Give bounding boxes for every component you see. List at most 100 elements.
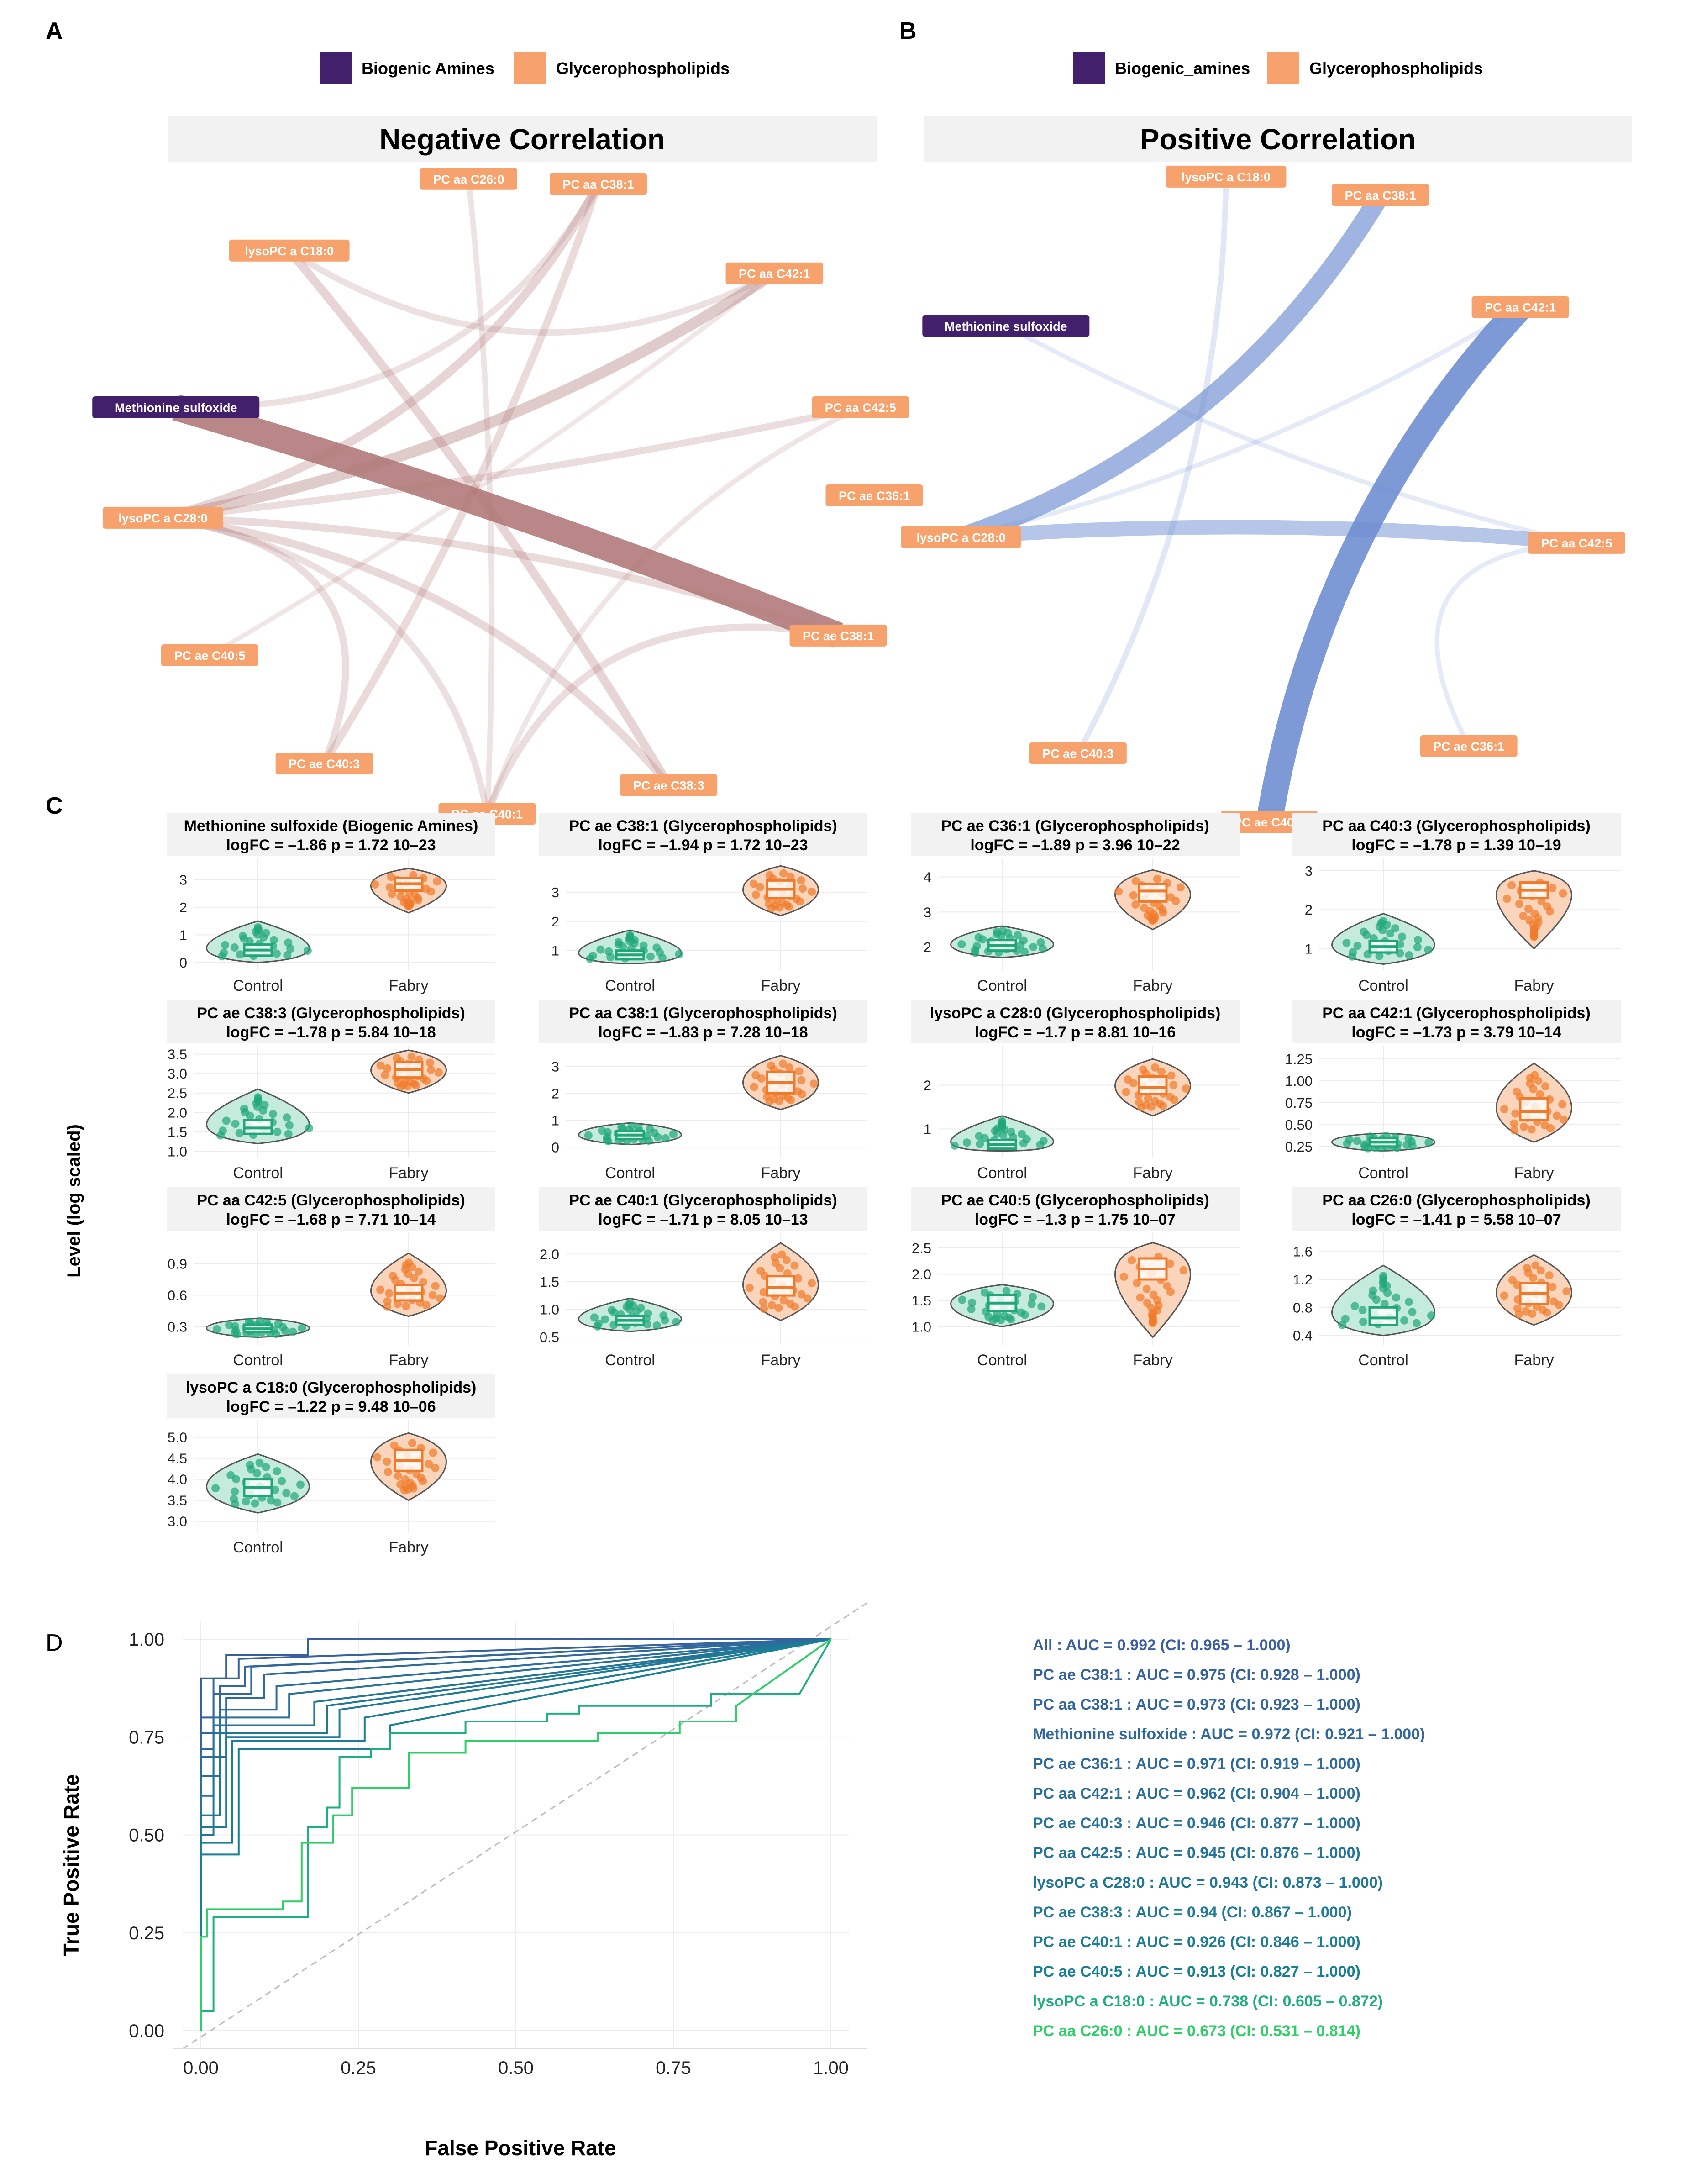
- violin-xtick-fabry: Fabry: [389, 1352, 429, 1369]
- violin-point-fabry: [434, 1068, 443, 1077]
- violin-point-control: [1037, 1302, 1046, 1311]
- boxplot-control: [1368, 1306, 1398, 1326]
- violin-point-fabry: [1548, 1283, 1557, 1291]
- violin-point-fabry: [1527, 1125, 1536, 1134]
- violin-point-control: [238, 931, 247, 940]
- roc-curve-methionine-sulfoxide: [200, 1638, 831, 2031]
- violin-point-control: [240, 1105, 248, 1113]
- violin-point-fabry: [778, 898, 787, 907]
- violin-point-fabry: [376, 1061, 385, 1070]
- violin-ytick: 1.00: [1285, 1073, 1313, 1089]
- a-edge-lysopc-a-c28-0-to-pc-ae-c38-1: [163, 514, 840, 639]
- violin-point-control: [236, 950, 244, 959]
- violin-ytick: 1: [551, 1112, 559, 1128]
- violin-point-control: [252, 1469, 261, 1478]
- roc-ytick: 0.25: [129, 1923, 164, 1943]
- violin-point-control: [298, 1324, 306, 1332]
- violin-point-fabry: [1549, 1297, 1558, 1306]
- violin-ytick: 1.6: [1293, 1244, 1313, 1260]
- violin-point-fabry: [383, 1064, 392, 1073]
- violin-point-fabry: [1530, 1071, 1539, 1079]
- violin-point-control: [1427, 1311, 1435, 1320]
- panel-b-title-bg: [924, 116, 1632, 162]
- b-node-pc-ae-c40-3: PC ae C40:3: [1029, 742, 1127, 764]
- panel-c-ylabel: Level (log scaled): [64, 1124, 84, 1278]
- a-node-label: lysoPC a C18:0: [245, 244, 334, 258]
- violin-point-fabry: [1149, 1290, 1158, 1299]
- violin-point-fabry: [765, 871, 774, 879]
- violin-point-fabry: [1166, 1259, 1175, 1268]
- violin-point-fabry: [759, 1298, 767, 1306]
- violin-point-fabry: [401, 1475, 410, 1484]
- violin-point-control: [590, 1313, 599, 1322]
- legend-a-swatch-1: [320, 52, 352, 84]
- violin-point-fabry: [1519, 1122, 1528, 1131]
- violin-plot-pc-ae-c40-5-glycerophospholipids: PC ae C40:5 (Glycerophospholipids) logFC …: [911, 1187, 1240, 1369]
- b-node-pc-aa-c42-5: PC aa C42:5: [1528, 532, 1625, 554]
- violin-point-fabry: [1151, 1097, 1160, 1105]
- violin-point-fabry: [1114, 887, 1123, 896]
- violin-point-control: [1017, 1308, 1025, 1317]
- legend-b-swatch-1: [1073, 52, 1105, 84]
- violin-point-control: [1360, 927, 1368, 936]
- violin-point-control: [646, 1125, 654, 1134]
- violin-ytick: 3.0: [168, 1514, 187, 1530]
- violin-point-fabry: [756, 883, 764, 891]
- violin-ytick: 2.5: [168, 1085, 187, 1101]
- panel-a-title: Negative Correlation: [379, 123, 665, 156]
- panel-d-letter: D: [46, 1630, 63, 1656]
- violin-point-control: [659, 1311, 668, 1320]
- violin-point-fabry: [782, 1256, 791, 1264]
- violin-point-control: [284, 938, 293, 947]
- violin-point-control: [617, 1123, 626, 1131]
- violin-point-fabry: [381, 1071, 389, 1079]
- roc-legend-item-7: PC aa C42:5 : AUC = 0.945 (CI: 0.876 – 1…: [1033, 1844, 1360, 1862]
- violin-point-control: [1392, 1293, 1401, 1302]
- violin-point-control: [211, 1484, 220, 1493]
- violin-point-fabry: [1548, 884, 1557, 892]
- boxplot-fabry: [766, 1275, 796, 1297]
- a-node-label: lysoPC a C28:0: [118, 511, 207, 525]
- violin-point-fabry: [750, 1083, 758, 1091]
- violin-ytick: 1.0: [168, 1143, 187, 1159]
- violin-ytick: 5.0: [168, 1430, 187, 1446]
- roc-diagonal: [182, 1602, 868, 2050]
- violin-point-control: [1380, 1300, 1389, 1308]
- violin-point-control: [231, 1120, 240, 1128]
- violin-point-control: [1400, 1316, 1408, 1325]
- violin-point-fabry: [433, 877, 441, 886]
- legend-a-label-2: Glycerophospholipids: [556, 59, 730, 78]
- network-a-nodes: Methionine sulfoxide PC aa C26:0 PC aa C38…: [92, 168, 923, 825]
- roc-curve-lysopc-a-c18-0: [200, 1639, 832, 2031]
- violin-xtick-control: Control: [605, 977, 655, 995]
- violin-point-control: [1413, 936, 1422, 944]
- b-node-lysopc-a-c18-0: lysoPC a C18:0: [1166, 165, 1287, 188]
- violin-title: PC ae C40:5 (Glycerophospholipids): [941, 1192, 1209, 1209]
- violin-xtick-fabry: Fabry: [389, 1539, 429, 1556]
- violin-point-control: [282, 1489, 291, 1497]
- a-node-methionine-sulfoxide: Methionine sulfoxide: [92, 396, 260, 419]
- violin-point-control: [1341, 1315, 1350, 1323]
- violin-point-fabry: [1543, 902, 1551, 911]
- violin-point-fabry: [1560, 1116, 1568, 1124]
- violin-title: PC ae C38:1 (Glycerophospholipids): [569, 817, 837, 835]
- violin-grid: Methionine sulfoxide (Biogenic Amines) lo…: [167, 813, 1621, 1556]
- violin-ytick: 0: [179, 955, 187, 971]
- violin-point-fabry: [1143, 1299, 1151, 1307]
- violin-point-control: [1353, 1137, 1361, 1145]
- violin-point-fabry: [1525, 916, 1534, 925]
- a-node-pc-ae-c36-1: PC ae C36:1: [825, 484, 923, 506]
- panel-b-letter: B: [899, 18, 917, 44]
- violin-ytick: 3: [551, 884, 559, 900]
- violin-stat: logFC = –1.94 p = 1.72 10–23: [598, 837, 808, 854]
- violin-point-fabry: [1553, 1111, 1561, 1120]
- violin-point-fabry: [767, 1061, 776, 1070]
- violin-point-fabry: [749, 879, 758, 888]
- violin-point-control: [1007, 1127, 1015, 1136]
- a-node-pc-aa-c26-0: PC aa C26:0: [420, 168, 517, 190]
- roc-legend-item-10: PC ae C40:1 : AUC = 0.926 (CI: 0.846 – 1…: [1033, 1933, 1360, 1951]
- violin-point-fabry: [808, 887, 816, 896]
- violin-point-fabry: [1500, 1291, 1508, 1300]
- violin-point-fabry: [803, 1294, 812, 1303]
- violin-point-fabry: [1169, 1081, 1178, 1089]
